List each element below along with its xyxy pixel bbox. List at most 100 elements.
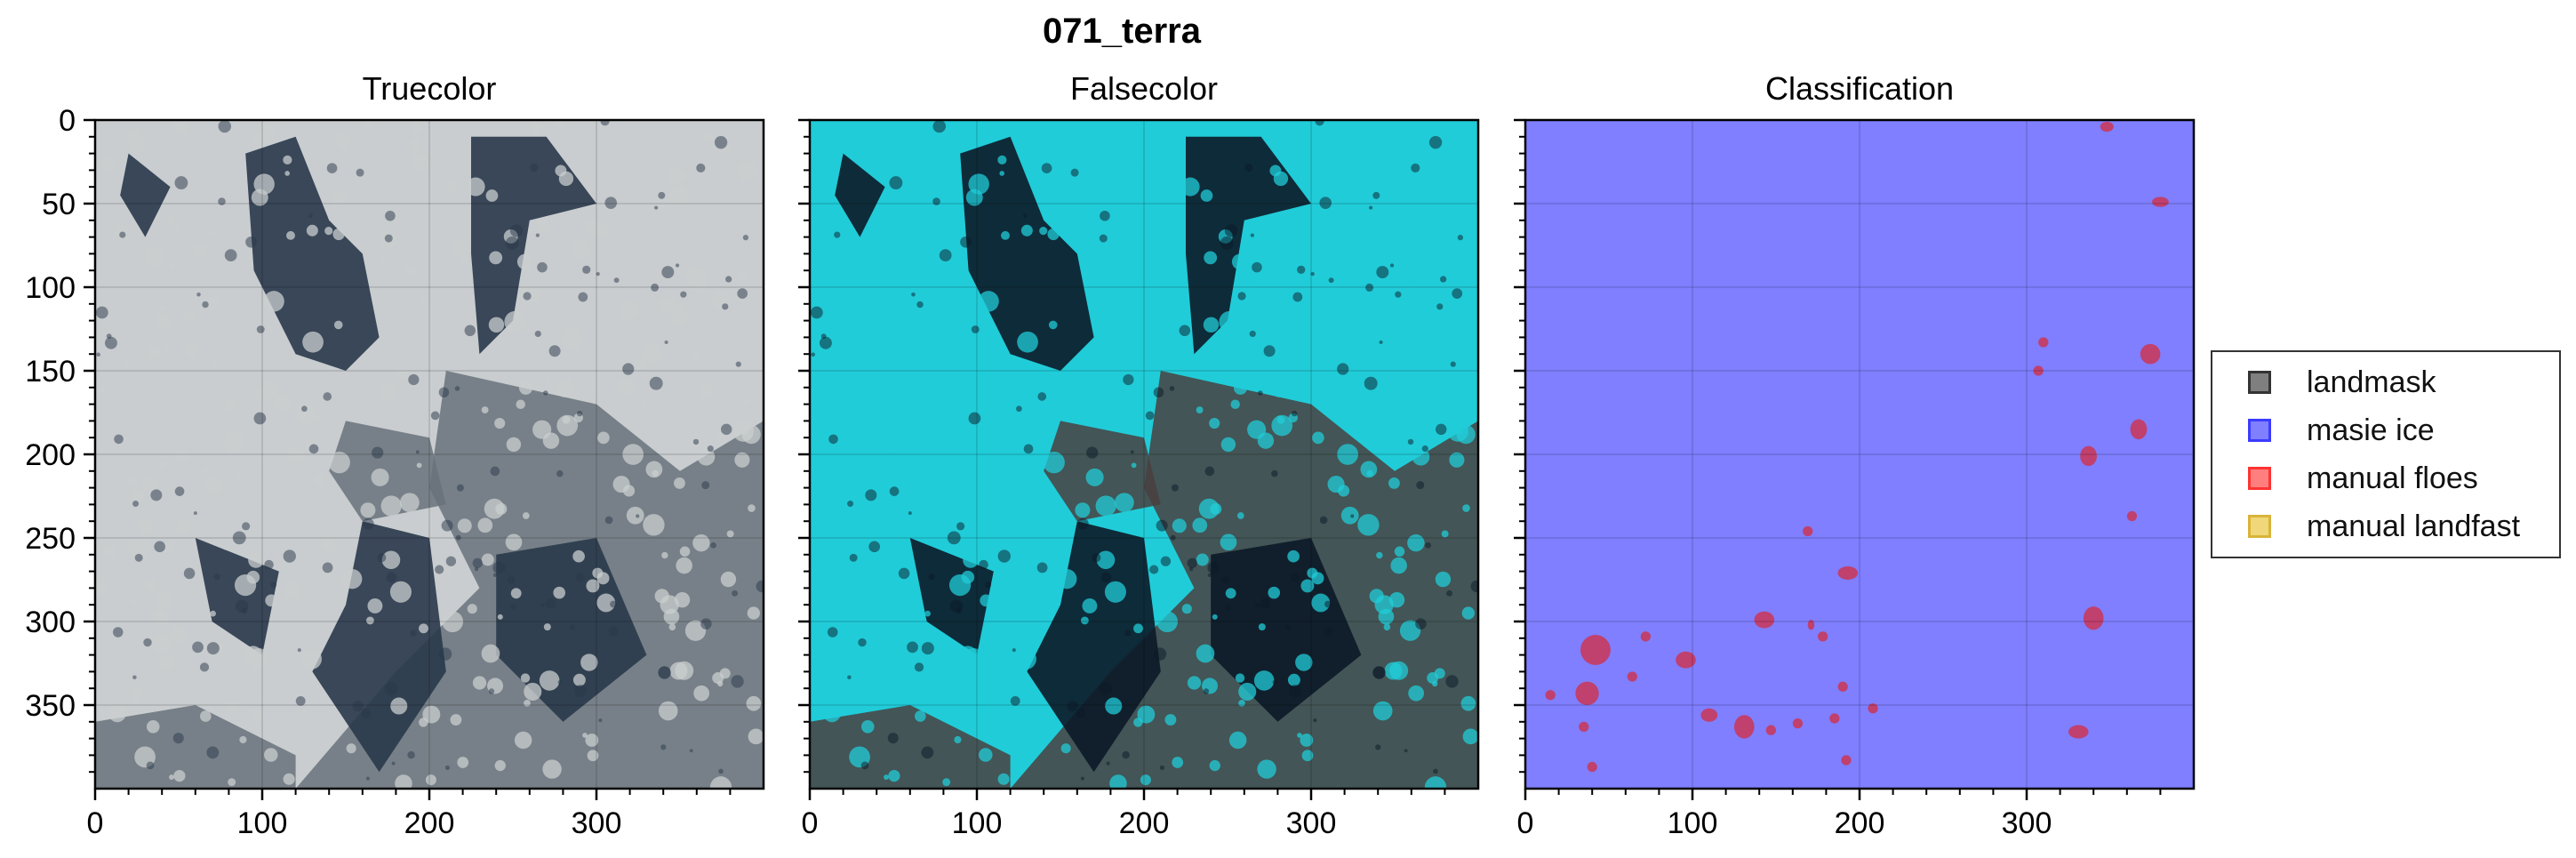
water-lead — [1372, 666, 1386, 679]
water-lead — [95, 306, 108, 319]
ice-floe — [1039, 227, 1048, 236]
ice-floe — [823, 704, 841, 723]
ice-floe — [748, 504, 756, 512]
water-lead — [914, 662, 924, 672]
manual-floe — [1676, 651, 1696, 669]
ice-floe — [676, 557, 692, 574]
ice-floe — [1060, 743, 1071, 754]
ice-floe — [884, 774, 889, 780]
ice-floe — [704, 132, 715, 144]
ice-floe — [723, 146, 732, 154]
ice-floe — [1300, 734, 1314, 747]
ice-floe — [412, 154, 430, 172]
ice-floe — [561, 327, 583, 349]
ice-floe — [572, 673, 586, 686]
ice-floe — [975, 122, 990, 138]
ice-floe — [1220, 533, 1237, 551]
ice-floe — [1383, 184, 1404, 205]
water-lead — [1395, 291, 1402, 298]
ice-floe — [1399, 620, 1421, 641]
water-lead — [928, 573, 935, 581]
water-lead — [415, 450, 420, 454]
water-lead — [675, 263, 680, 268]
water-lead — [956, 522, 965, 531]
ice-floe — [859, 578, 872, 592]
ice-floe — [1209, 759, 1220, 772]
ice-floe — [166, 215, 177, 226]
water-lead — [1436, 423, 1447, 436]
ice-floe — [397, 368, 409, 380]
ice-floe — [900, 343, 913, 357]
ice-floe — [325, 541, 337, 552]
water-lead — [386, 572, 397, 583]
water-lead — [576, 410, 583, 417]
water-lead — [372, 446, 384, 459]
ice-floe — [531, 122, 542, 133]
ice-floe — [497, 613, 503, 620]
ice-floe — [283, 773, 295, 785]
ice-floe — [335, 133, 350, 148]
ice-floe — [979, 748, 993, 762]
water-lead — [649, 376, 663, 390]
ice-floe — [251, 188, 268, 206]
ice-floe — [248, 481, 254, 487]
ice-floe — [1340, 506, 1359, 525]
water-lead — [1080, 776, 1084, 781]
ice-floe — [741, 424, 761, 445]
water-lead — [916, 301, 924, 309]
manual-floe — [2126, 510, 2138, 522]
ice-floe — [1449, 452, 1465, 468]
legend-swatch-manual-landfast — [2248, 515, 2271, 538]
water-lead — [1258, 390, 1263, 396]
water-lead — [947, 531, 961, 545]
ice-floe — [539, 670, 560, 691]
ice-floe — [961, 570, 975, 584]
ice-floe — [1017, 331, 1038, 353]
ice-floe — [888, 120, 904, 134]
panel-truecolor: Truecolor 0 100 200 300 0 50 100 150 200 250 300 350 — [25, 70, 765, 840]
water-lead — [574, 685, 587, 698]
water-lead — [651, 283, 660, 292]
ice-floe — [1332, 377, 1349, 396]
water-lead — [523, 292, 532, 301]
ice-floe — [477, 517, 493, 533]
ice-floe — [516, 399, 525, 409]
water-lead — [898, 567, 910, 580]
ice-floe — [248, 648, 269, 669]
water-lead — [143, 637, 152, 647]
water-lead — [636, 514, 640, 518]
manual-floe — [1734, 715, 1755, 739]
ice-floe — [997, 155, 1007, 164]
water-lead — [326, 163, 338, 174]
ice-floe — [644, 344, 663, 364]
ice-floe — [1348, 356, 1363, 370]
ice-floe — [586, 220, 598, 233]
water-lead — [492, 573, 498, 578]
ice-floe — [467, 604, 477, 614]
ice-floe — [697, 448, 716, 466]
water-lead — [847, 501, 854, 508]
ice-floe — [741, 397, 750, 406]
water-lead — [410, 629, 417, 637]
open-water-region — [1027, 521, 1161, 773]
ice-floe — [210, 610, 216, 617]
ice-floe — [1295, 654, 1313, 671]
ice-floe — [95, 576, 108, 596]
water-lead — [454, 386, 460, 391]
ice-floe — [1437, 146, 1446, 154]
manual-floe — [1841, 755, 1852, 766]
ice-floe — [977, 381, 993, 397]
x-tick-label: 300 — [1286, 806, 1337, 840]
water-lead — [509, 224, 524, 237]
ice-floe — [684, 266, 707, 288]
water-lead — [438, 647, 452, 661]
ice-floe — [226, 700, 239, 713]
water-lead — [1169, 386, 1175, 391]
water-lead — [1254, 603, 1260, 607]
water-lead — [1156, 519, 1168, 532]
ice-floe — [1452, 270, 1461, 281]
panel-falsecolor: Falsecolor 0 100 200 300 — [798, 70, 1480, 840]
water-lead — [1365, 283, 1374, 292]
water-lead — [557, 679, 563, 685]
ice-floe — [390, 697, 408, 715]
